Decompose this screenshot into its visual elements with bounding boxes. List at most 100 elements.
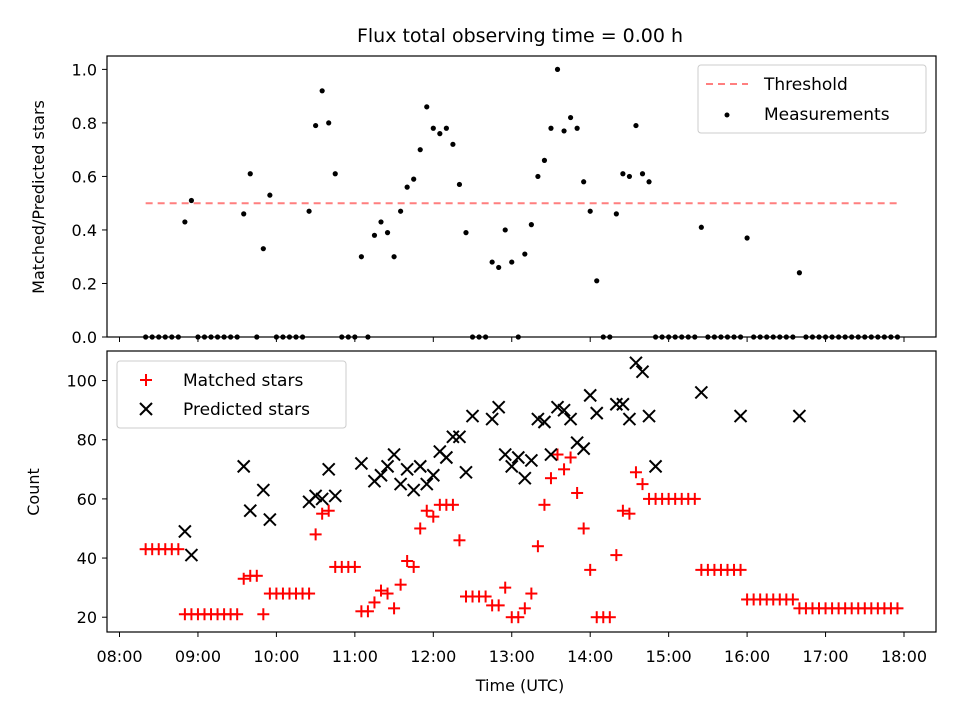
bottom-x-tick-label: 10:00	[253, 647, 299, 666]
measurement-point	[613, 211, 619, 217]
legend-predicted-label: Predicted stars	[183, 400, 310, 420]
matched-star-point	[786, 593, 799, 606]
measurement-point	[567, 114, 574, 121]
predicted-star-point	[557, 403, 571, 417]
predicted-star-point	[563, 412, 578, 426]
measurement-point	[561, 128, 567, 134]
predicted-star-point	[792, 409, 807, 423]
matched-star-point	[499, 581, 512, 594]
predicted-star-point	[642, 409, 656, 423]
predicted-star-point	[733, 409, 748, 423]
predicted-star-point	[354, 456, 369, 471]
measurement-point	[744, 235, 750, 241]
measurement-point	[574, 125, 580, 131]
measurement-point	[456, 181, 463, 188]
measurement-point	[554, 66, 561, 72]
matched-star-point	[688, 492, 701, 505]
matched-star-point	[551, 448, 564, 461]
measurement-point	[620, 171, 626, 177]
measurement-point	[371, 232, 378, 238]
measurement-point	[450, 141, 456, 147]
bottom-x-tick-label: 11:00	[332, 647, 378, 666]
legend-measurements-label: Measurements	[764, 105, 890, 125]
bottom-x-tick-label: 12:00	[410, 647, 456, 666]
matched-star-point	[375, 584, 387, 597]
measurement-point	[698, 224, 704, 230]
bottom-plot-area	[139, 356, 904, 624]
predicted-star-point	[426, 468, 441, 482]
predicted-star-point	[609, 397, 624, 411]
matched-star-point	[381, 587, 394, 600]
predicted-star-point	[635, 364, 650, 379]
measurement-point	[332, 171, 338, 177]
predicted-star-point	[243, 504, 257, 518]
predicted-star-point	[629, 356, 643, 370]
figure-title: Flux total observing time = 0.00 h	[357, 25, 683, 47]
measurement-point	[528, 222, 534, 228]
top-x-ticks	[119, 337, 905, 342]
top-y-tick-label: 1.0	[72, 60, 97, 79]
bottom-x-tick-label: 14:00	[567, 647, 613, 666]
matched-star-point	[571, 486, 584, 499]
measurement-point	[358, 254, 364, 260]
measurement-point	[535, 173, 541, 180]
bottom-y-ticks: 20 40 60 80 100	[66, 372, 107, 627]
predicted-star-point	[420, 477, 434, 491]
predicted-star-point	[413, 459, 427, 474]
bottom-x-tick-label: 15:00	[646, 647, 692, 666]
matched-star-point	[322, 504, 335, 517]
predicted-star-point	[485, 412, 499, 426]
matched-star-point	[512, 611, 525, 624]
matched-star-point	[544, 472, 557, 485]
matched-star-point	[250, 569, 263, 582]
measurement-point	[182, 219, 188, 225]
measurement-point	[443, 125, 449, 131]
top-y-tick-label: 0.2	[72, 274, 97, 293]
matched-star-point	[237, 572, 250, 585]
measurement-point	[411, 176, 417, 182]
bottom-legend-box	[116, 360, 347, 429]
bottom-x-ticks: 08:00 09:00 10:00 11:00 12:00 13:00 14:00 15:00…	[96, 632, 927, 666]
bottom-x-tick-label: 08:00	[96, 647, 142, 666]
bottom-y-tick-label: 40	[77, 549, 97, 568]
measurement-point	[424, 104, 430, 110]
bottom-x-tick-label: 17:00	[802, 647, 848, 666]
bottom-axes-frame	[106, 350, 937, 633]
predicted-star-point	[446, 430, 460, 444]
measurement-point	[306, 208, 312, 214]
predicted-star-point	[583, 388, 597, 403]
measurement-point	[496, 264, 502, 271]
legend-threshold-label: Threshold	[763, 75, 848, 95]
predicted-star-point	[648, 459, 663, 474]
bottom-y-tick-label: 20	[77, 608, 97, 627]
measurement-point	[646, 179, 652, 185]
measurement-point	[541, 157, 548, 163]
measurement-point	[188, 197, 195, 204]
matched-star-point	[348, 560, 361, 573]
matched-star-point	[734, 563, 747, 576]
matched-star-point	[603, 611, 616, 624]
measurement-point	[639, 171, 646, 177]
measurement-point	[319, 88, 325, 94]
predicted-star-point	[590, 406, 604, 420]
predicted-star-point	[256, 483, 271, 497]
top-y-tick-label: 0.4	[72, 221, 97, 240]
legend-measurements-marker-icon	[724, 112, 730, 118]
predicted-star-point	[491, 400, 506, 414]
predicted-star-point	[315, 492, 329, 506]
bottom-x-tick-label: 18:00	[881, 647, 927, 666]
predicted-star-point	[184, 548, 199, 562]
top-legend-box	[697, 64, 927, 134]
measurement-point	[796, 270, 803, 276]
measurement-point	[633, 122, 639, 129]
top-y-tick-label: 0.0	[72, 328, 97, 347]
matched-star-point	[368, 596, 381, 609]
matched-star-point	[257, 608, 270, 621]
predicted-star-point	[576, 441, 591, 456]
predicted-star-point	[498, 447, 512, 462]
matched-star-point	[427, 510, 440, 523]
predicted-star-point	[328, 489, 342, 503]
matched-star-point	[525, 587, 538, 600]
measurement-point	[398, 208, 404, 214]
predicted-star-point	[465, 409, 480, 423]
